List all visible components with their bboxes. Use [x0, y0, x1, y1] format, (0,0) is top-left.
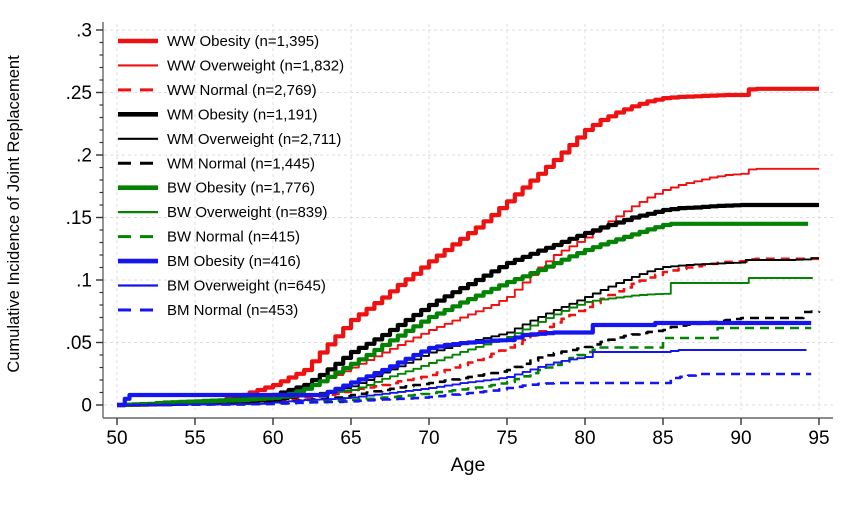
- legend-entry: WM Obesity (n=1,191): [118, 106, 317, 123]
- legend-label: BW Normal (n=415): [167, 229, 300, 246]
- legend-entry: BM Normal (n=453): [118, 302, 298, 319]
- legend-label: BM Overweight (n=645): [167, 278, 326, 295]
- series-line-bw-obesity: [117, 221, 809, 408]
- series-curves: [117, 86, 821, 408]
- x-axis-tick-label: 75: [496, 428, 517, 449]
- gridlines: [104, 24, 833, 410]
- legend-label: WM Normal (n=1,445): [167, 155, 315, 172]
- series-line-ww-normal: [117, 257, 819, 407]
- legend-label: BM Obesity (n=416): [167, 253, 301, 270]
- x-axis-tick-label: 60: [262, 428, 283, 449]
- x-axis-tick-label: 95: [808, 428, 829, 449]
- y-axis-tick-label: .15: [66, 208, 92, 229]
- legend-label: WW Overweight (n=1,832): [167, 57, 344, 74]
- legend-entry: WW Obesity (n=1,395): [118, 33, 319, 50]
- x-axis-tick-label: 65: [340, 428, 361, 449]
- y-axis-title: Cumulative Incidence of Joint Replacemen…: [5, 55, 23, 373]
- series-line-bm-obesity: [117, 320, 812, 408]
- series-line-wm-normal: [117, 310, 821, 407]
- legend-label: WW Obesity (n=1,395): [167, 33, 319, 50]
- y-axis-tick-label: .05: [66, 333, 92, 354]
- legend: WW Obesity (n=1,395) WW Overweight (n=1,8…: [118, 33, 344, 319]
- x-axis-tick-label: 85: [652, 428, 673, 449]
- y-axis-tick-label: .1: [76, 271, 92, 292]
- legend-entry: BM Obesity (n=416): [118, 253, 301, 270]
- legend-label: WW Normal (n=2,769): [167, 82, 317, 99]
- series-line-bw-overweight: [117, 277, 813, 406]
- legend-entry: WW Normal (n=2,769): [118, 82, 317, 99]
- series-line-bw-normal: [117, 326, 812, 407]
- x-axis-tick-label: 55: [184, 428, 205, 449]
- x-axis-tick-label: 70: [418, 428, 439, 449]
- y-axis-tick-label: .2: [76, 146, 92, 167]
- y-axis-tick-label: .25: [66, 83, 92, 104]
- x-axis-tick-label: 80: [574, 428, 595, 449]
- legend-entry: WW Overweight (n=1,832): [118, 57, 344, 74]
- legend-entry: WM Normal (n=1,445): [118, 155, 315, 172]
- legend-label: BM Normal (n=453): [167, 302, 298, 319]
- legend-label: BW Overweight (n=839): [167, 204, 327, 221]
- legend-entry: BW Obesity (n=1,776): [118, 180, 315, 197]
- x-axis-tick-label: 50: [106, 428, 127, 449]
- legend-entry: BW Normal (n=415): [118, 229, 300, 246]
- x-axis-title: Age: [451, 454, 486, 476]
- axes: 0 .05 .1 .15 .2 .25 .3 50 55 60 65 70 75 80 85 90 95: [66, 21, 833, 449]
- y-axis-tick-label: 0: [81, 396, 92, 417]
- legend-entry: BW Overweight (n=839): [118, 204, 327, 221]
- legend-entry: BM Overweight (n=645): [118, 278, 326, 295]
- legend-label: WM Obesity (n=1,191): [167, 106, 317, 123]
- legend-label: WM Overweight (n=2,711): [167, 131, 341, 148]
- y-axis-tick-label: .3: [76, 21, 92, 42]
- x-axis-tick-label: 90: [730, 428, 751, 449]
- legend-label: BW Obesity (n=1,776): [167, 180, 315, 197]
- legend-entry: WM Overweight (n=2,711): [118, 131, 341, 148]
